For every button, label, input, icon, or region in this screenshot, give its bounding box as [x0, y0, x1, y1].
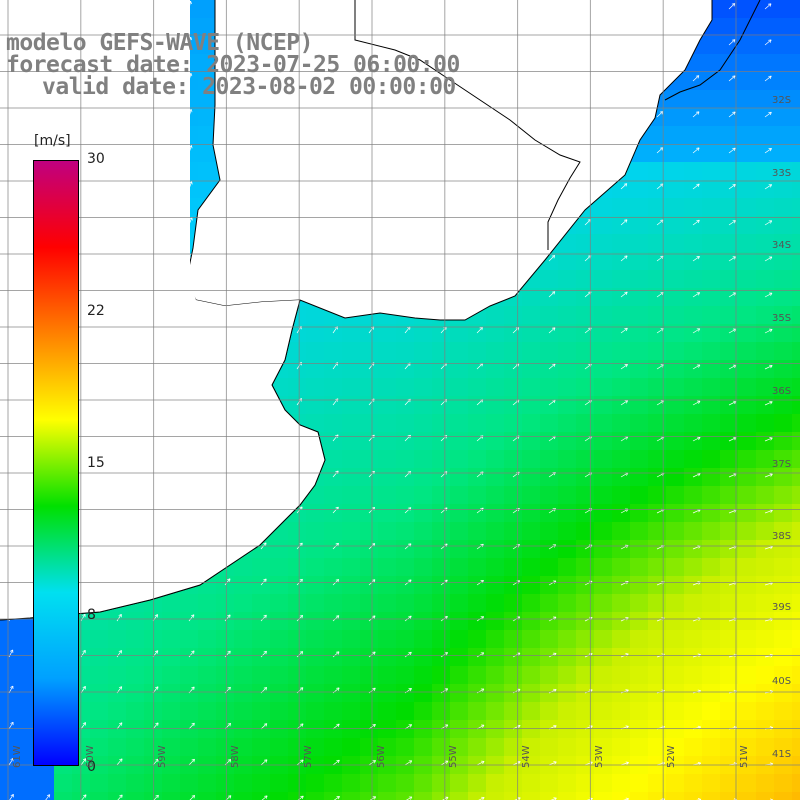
- lat-label-41s: 41S: [772, 749, 792, 760]
- river-border: [354, 0, 581, 250]
- lat-label-40s: 40S: [772, 676, 792, 687]
- lat-label-37s: 37S: [772, 459, 792, 470]
- lat-label-36s: 36S: [772, 386, 792, 397]
- lon-label-52w: 52W: [666, 745, 677, 768]
- colorbar-tick-8: 8: [87, 607, 96, 623]
- lat-label-35s: 35S: [772, 313, 792, 324]
- lat-label-32s: 32S: [772, 95, 792, 106]
- model-title: modelo GEFS-WAVE (NCEP): [6, 30, 314, 56]
- land-mass: [186, 0, 712, 320]
- lat-label-39s: 39S: [772, 602, 792, 613]
- colorbar: [33, 160, 79, 766]
- coastline: [185, 0, 713, 321]
- lon-label-58w: 58W: [230, 745, 241, 768]
- lat-label-33s: 33S: [772, 168, 792, 179]
- lon-label-60w: 60W: [85, 745, 96, 768]
- forecast-date: forecast date: 2023-07-25 06:00:00: [6, 52, 460, 78]
- lon-label-53w: 53W: [594, 745, 605, 768]
- lon-label-51w: 51W: [739, 745, 750, 768]
- colorbar-tick-30: 30: [87, 151, 105, 167]
- lon-label-56w: 56W: [376, 745, 387, 768]
- colorbar-tick-15: 15: [87, 455, 105, 471]
- lat-label-34s: 34S: [772, 240, 792, 251]
- coastline-south-stroke: [0, 299, 326, 621]
- lon-label-61w: 61W: [12, 745, 23, 768]
- lat-label-38s: 38S: [772, 531, 792, 542]
- colorbar-unit: [m/s]: [34, 133, 71, 149]
- valid-date: valid date: 2023-08-02 00:00:00: [42, 74, 456, 100]
- colorbar-tick-0: 0: [87, 759, 96, 775]
- lagoon-outline: [664, 0, 761, 101]
- lon-label-55w: 55W: [448, 745, 459, 768]
- colorbar-tick-22: 22: [87, 303, 105, 319]
- lon-label-54w: 54W: [521, 745, 532, 768]
- lon-label-59w: 59W: [157, 745, 168, 768]
- lon-label-57w: 57W: [303, 745, 314, 768]
